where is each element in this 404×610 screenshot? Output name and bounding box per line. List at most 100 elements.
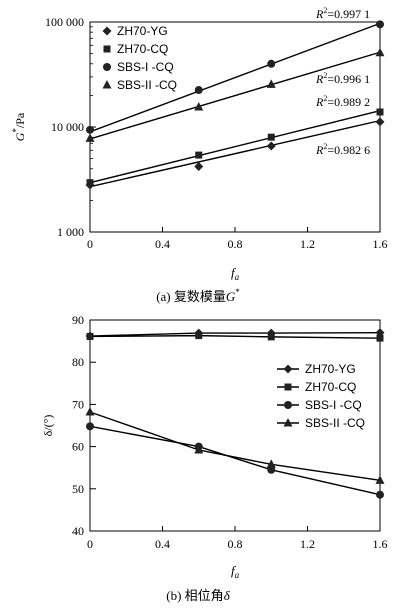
- legend-label: ZH70-YG: [117, 24, 168, 38]
- data-point: [194, 162, 204, 172]
- caption-text: (b) 相位角: [166, 588, 223, 603]
- caption-a: (a) 复数模量G*: [156, 287, 240, 304]
- data-point: [85, 133, 95, 142]
- legend-marker: [102, 80, 112, 89]
- r-squared-annotation: R2=0.997 1: [315, 6, 370, 21]
- data-point: [376, 334, 384, 342]
- ann-r: R: [315, 143, 324, 157]
- data-point: [375, 47, 385, 57]
- legend-marker: [102, 26, 112, 36]
- legend-label: ZH70-CQ: [305, 380, 356, 394]
- data-point: [195, 151, 203, 159]
- data-point: [267, 59, 276, 68]
- ann-value: =0.989 2: [327, 95, 370, 109]
- data-point: [267, 133, 275, 141]
- trend-line: [89, 110, 381, 184]
- y-tick-label-b: 60: [72, 440, 84, 454]
- y-tick-label-b: 50: [72, 482, 84, 496]
- y-label-symbol: G: [13, 132, 27, 141]
- series-b-3: [85, 406, 385, 484]
- y-label-unit: /Pa: [13, 112, 27, 128]
- x-tick-label-b: 1.6: [373, 537, 388, 551]
- ann-r: R: [315, 7, 324, 21]
- ann-value: =0.997 1: [327, 7, 370, 21]
- data-point: [266, 79, 276, 88]
- x-tick-label-b: 1.2: [300, 537, 315, 551]
- series-a-3: [85, 47, 385, 142]
- y-tick-label-a: 100 000: [45, 15, 84, 29]
- ann-r: R: [315, 95, 324, 109]
- legend-label: SBS-II -CQ: [117, 78, 177, 92]
- legend-marker: [283, 418, 293, 427]
- data-point: [376, 490, 384, 499]
- ann-sup: 2: [323, 71, 327, 80]
- series-a-1: [86, 108, 384, 187]
- series-line: [89, 425, 381, 496]
- x-label-main: f: [231, 563, 237, 578]
- data-point: [375, 117, 385, 127]
- r-squared-annotation: R2=0.982 6: [315, 142, 370, 157]
- data-point: [195, 332, 203, 340]
- data-point: [86, 332, 94, 340]
- x-label-main: f: [231, 265, 237, 280]
- y-tick-label-b: 40: [72, 524, 84, 538]
- caption-sup: *: [235, 287, 240, 297]
- caption-b: (b) 相位角δ: [166, 588, 230, 603]
- data-point: [194, 102, 204, 111]
- data-point: [86, 179, 94, 187]
- x-axis-label-a: fa: [231, 265, 240, 282]
- legend-marker: [283, 364, 293, 374]
- legend-marker: [284, 383, 292, 391]
- x-tick-label-b: 0.8: [228, 537, 243, 551]
- x-tick-label-a: 1.2: [300, 237, 315, 251]
- ann-value: =0.982 6: [327, 143, 370, 157]
- x-tick-label-a: 0: [87, 237, 93, 251]
- trend-line: [89, 119, 381, 188]
- data-point: [266, 459, 276, 468]
- series-line: [89, 331, 381, 337]
- x-tick-label-b: 0.4: [155, 537, 170, 551]
- legend-label: ZH70-YG: [305, 362, 356, 376]
- ann-sup: 2: [323, 6, 327, 15]
- legend-a: ZH70-YG ZH70-CQ SBS-I -CQ SBS-II -CQ: [102, 24, 177, 92]
- legend-marker: [103, 45, 111, 53]
- data-point: [376, 108, 384, 116]
- legend-b: ZH70-YG ZH70-CQ SBS-I -CQ SBS-II -CQ: [277, 362, 365, 430]
- data-point: [267, 333, 275, 341]
- legend-label: SBS-I -CQ: [305, 398, 362, 412]
- legend-label: ZH70-CQ: [117, 42, 168, 56]
- trend-line: [89, 22, 381, 133]
- ann-value: =0.996 1: [327, 72, 370, 86]
- ann-sup: 2: [323, 94, 327, 103]
- y-label-sup: *: [11, 128, 21, 133]
- x-label-sub: a: [235, 570, 240, 580]
- caption-symbol: δ: [224, 588, 231, 603]
- data-point: [375, 475, 385, 484]
- y-tick-label-b: 70: [72, 397, 84, 411]
- series-b-1: [86, 332, 384, 342]
- data-point: [376, 20, 384, 29]
- y-tick-label-a: 10 000: [51, 120, 84, 134]
- y-tick-label-a: 1 000: [57, 225, 84, 239]
- series-a-0: [85, 117, 385, 190]
- data-point: [86, 422, 94, 431]
- y-tick-label-b: 80: [72, 355, 84, 369]
- ann-sup: 2: [323, 142, 327, 151]
- x-tick-label-a: 1.6: [373, 237, 388, 251]
- x-tick-label-a: 0.4: [155, 237, 170, 251]
- data-point: [194, 86, 203, 95]
- series-b-0: [85, 328, 385, 341]
- legend-marker: [103, 63, 111, 71]
- x-axis-label-b: fa: [231, 563, 240, 580]
- legend-label: SBS-II -CQ: [305, 416, 365, 430]
- y-axis-label-a: G*/Pa: [11, 112, 27, 141]
- series-line: [89, 334, 381, 339]
- legend-marker: [284, 401, 292, 409]
- data-point: [194, 444, 204, 454]
- data-point: [86, 125, 94, 134]
- data-point: [85, 406, 95, 416]
- caption-symbol: G: [226, 289, 236, 304]
